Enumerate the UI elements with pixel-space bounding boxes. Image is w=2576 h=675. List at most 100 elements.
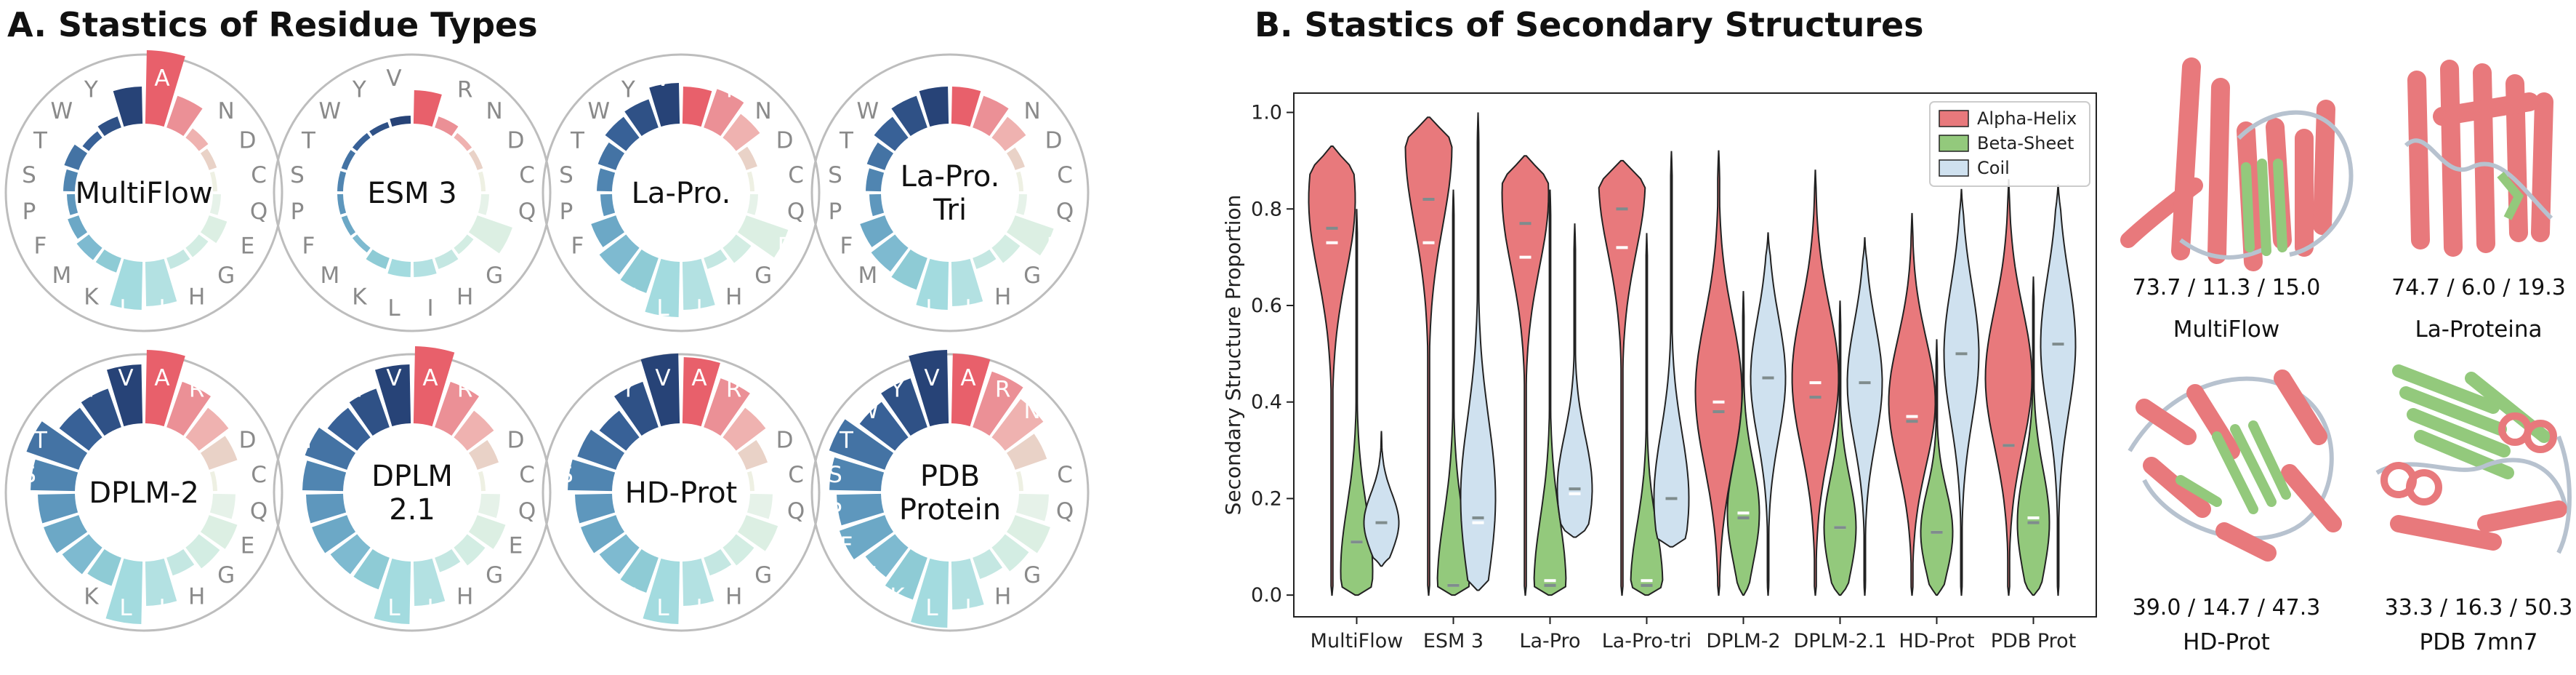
structure-multiflow-image (2120, 57, 2354, 271)
structure-name-pdb-7mn7: PDB 7mn7 (2420, 629, 2538, 655)
residue-label-A: A (422, 65, 438, 92)
residue-label-S: S (22, 462, 36, 488)
residue-label-A: A (960, 65, 975, 92)
x-tick-label-multiflow: MultiFlow (1311, 630, 1404, 652)
residue-label-N: N (755, 98, 772, 124)
residue-label-H: H (188, 284, 205, 311)
residue-bar-G (991, 534, 1029, 572)
y-tick-label: 0.6 (1251, 295, 1282, 317)
violin-alpha-helix-la-pro-tri (1598, 159, 1646, 596)
residue-label-G: G (486, 562, 503, 588)
residue-bar-S (31, 459, 79, 492)
legend-swatch-beta-sheet (1939, 135, 1969, 152)
residue-label-W: W (857, 398, 880, 424)
violin-coil-la-pro-tri (1653, 151, 1690, 548)
residue-bar-K (366, 249, 390, 269)
residue-label-N: N (486, 398, 503, 424)
residue-label-P: P (291, 199, 305, 225)
residue-bar-T (26, 421, 88, 470)
wheel-label: Tri (933, 193, 967, 227)
residue-label-K: K (352, 584, 367, 610)
residue-bar-N (185, 407, 229, 451)
violin-coil-esm-3 (1460, 112, 1497, 591)
residue-bar-G (723, 534, 754, 566)
residue-label-V: V (655, 365, 670, 391)
violin-chart: 0.0 0.2 0.4 0.6 0.8 1.0 Secondary Structure Pr… (1221, 92, 2097, 652)
residue-label-T: T (570, 127, 585, 153)
residue-bar-M (865, 534, 909, 578)
residue-label-P: P (23, 199, 36, 225)
residue-label-W: W (588, 98, 611, 124)
residue-label-I: I (965, 295, 971, 321)
residue-label-S: S (559, 462, 573, 488)
residue-label-T: T (33, 127, 48, 153)
residue-bar-F (312, 515, 356, 554)
legend-swatch-coil (1939, 159, 1969, 177)
residue-label-R: R (995, 376, 1011, 402)
wheel-label: DPLM (371, 460, 453, 493)
residue-bar-Y (891, 95, 927, 137)
wheel-label: PDB (920, 460, 980, 493)
residue-label-V: V (924, 365, 939, 391)
residue-label-C: C (251, 462, 267, 488)
residue-bar-H (973, 548, 1003, 580)
residue-label-Y: Y (84, 376, 98, 402)
residue-bar-Q (1015, 193, 1027, 215)
residue-bar-Q (209, 493, 236, 519)
residue-label-D: D (776, 127, 794, 153)
residue-label-F: F (34, 533, 47, 559)
residue-bar-A (951, 354, 991, 427)
residue-bar-Q (1015, 493, 1049, 522)
residue-bar-L (105, 558, 143, 624)
residue-label-W: W (588, 398, 611, 424)
wheel-outline (273, 53, 552, 332)
residue-bar-D (737, 146, 757, 170)
structure-name-hd-prot: HD-Prot (2183, 629, 2270, 655)
residue-bar-E (200, 215, 228, 244)
residue-bar-K (620, 249, 659, 293)
residue-label-E: E (1047, 233, 1061, 260)
residue-label-G: G (217, 263, 235, 289)
residue-label-V: V (118, 365, 133, 391)
residue-bar-H (704, 548, 732, 576)
residue-label-A: A (691, 65, 707, 92)
residue-label-P: P (291, 498, 305, 524)
residue-label-D: D (1045, 127, 1063, 153)
residue-label-D: D (239, 127, 257, 153)
residue-bar-Y (881, 378, 927, 436)
residue-bar-Y (349, 388, 390, 436)
plot-frame (1293, 92, 2097, 618)
residue-bar-T (305, 427, 356, 470)
y-tick-label: 1.0 (1251, 102, 1282, 124)
residue-label-I: I (427, 595, 433, 621)
structure-values-la-proteina: 74.7 / 6.0 / 19.3 (2391, 275, 2566, 300)
residue-bar-S (63, 169, 79, 192)
wheel-label: ESM 3 (367, 177, 456, 210)
residue-bar-K (87, 548, 121, 586)
residue-label-D: D (507, 427, 525, 453)
residue-bar-A (145, 350, 185, 427)
residue-bar-I (145, 558, 177, 606)
residue-bar-V (909, 350, 949, 427)
residue-bar-G (185, 534, 220, 569)
legend: Alpha-Helix Beta-Sheet Coil (1929, 101, 2090, 187)
residue-bar-Y (613, 381, 659, 436)
residue-label-R: R (726, 376, 742, 402)
residue-label-I: I (965, 595, 971, 621)
violin-coil-la-pro (1556, 223, 1593, 538)
residue-bar-W (82, 131, 102, 151)
residue-label-S: S (290, 462, 305, 488)
residue-bar-W (605, 116, 640, 151)
x-tick-label-la-pro-tri: La-Pro-tri (1602, 630, 1692, 652)
wheel-outline (542, 353, 821, 632)
wheel-outline (810, 53, 1090, 332)
residue-bar-S (302, 460, 347, 492)
residue-bar-I (951, 558, 984, 610)
residue-bar-W (599, 410, 640, 451)
residue-label-F: F (571, 233, 584, 260)
residue-bar-A (682, 357, 720, 427)
residue-bar-H (435, 249, 459, 269)
